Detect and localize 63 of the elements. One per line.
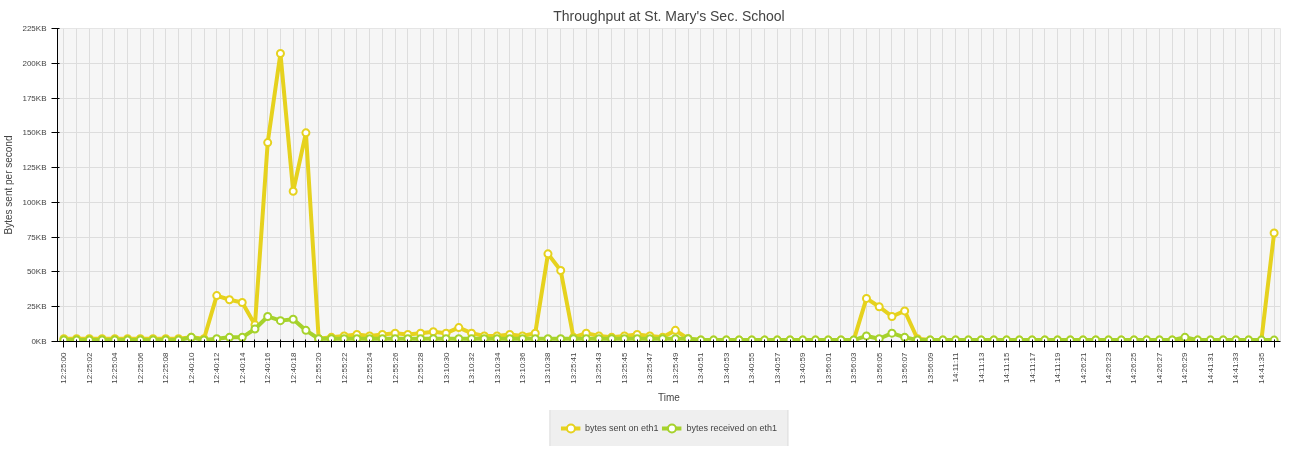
x-tick-label: 13:56:07 [900, 351, 910, 384]
x-tick-label: 14:11:11 [951, 351, 961, 383]
y-tick-label: 125KB [22, 163, 47, 173]
x-tick-label: 13:40:59 [798, 351, 808, 384]
x-tick-label: 14:26:25 [1129, 351, 1139, 384]
legend-label: bytes received on eth1 [686, 423, 778, 433]
x-tick-label: 13:56:01 [823, 351, 833, 384]
chart-title: Throughput at St. Mary's Sec. School [553, 7, 785, 24]
x-tick-label: 13:40:57 [772, 351, 782, 384]
x-tick-label: 13:10:36 [517, 351, 527, 384]
x-tick-label: 13:40:55 [747, 351, 757, 384]
x-tick-label: 13:25:49 [670, 351, 680, 384]
x-tick-label: 14:26:23 [1104, 351, 1114, 384]
x-tick-label: 12:25:04 [110, 351, 120, 384]
x-tick-label: 12:25:06 [135, 351, 145, 384]
x-tick-label: 14:41:33 [1231, 351, 1241, 384]
x-tick-label: 14:26:29 [1180, 351, 1190, 384]
y-tick-label: 100KB [22, 197, 47, 207]
legend-label: bytes sent on eth1 [584, 423, 659, 433]
x-tick-label: 13:10:38 [543, 351, 553, 384]
x-tick-label: 12:40:10 [186, 351, 196, 384]
x-tick-label: 13:40:53 [721, 351, 731, 384]
x-tick-label: 14:11:13 [976, 351, 986, 384]
x-tick-label: 14:11:19 [1053, 351, 1063, 384]
x-tick-label: 12:55:26 [390, 351, 400, 384]
x-tick-label: 13:10:34 [492, 351, 502, 384]
x-tick-label: 12:25:02 [84, 351, 94, 384]
x-tick-label: 13:56:03 [849, 351, 859, 384]
x-tick-label: 13:56:09 [925, 351, 935, 384]
x-tick-label: 13:10:30 [441, 351, 451, 384]
y-tick-label: 200KB [22, 58, 47, 68]
x-tick-label: 12:40:12 [212, 351, 222, 384]
y-tick-label: 175KB [22, 93, 47, 103]
x-tick-label: 14:41:31 [1205, 351, 1215, 384]
x-tick-label: 13:56:05 [874, 351, 884, 384]
y-tick-label: 50KB [26, 267, 47, 277]
x-tick-label: 14:11:15 [1002, 351, 1012, 384]
y-tick-label: 75KB [26, 232, 47, 242]
x-tick-label: 12:40:16 [263, 351, 273, 384]
x-tick-label: 14:11:17 [1027, 351, 1037, 384]
y-tick-label: 225KB [22, 24, 47, 33]
x-tick-label: 14:41:35 [1256, 351, 1266, 384]
x-tick-label: 12:40:18 [288, 351, 298, 384]
x-tick-label: 12:40:14 [237, 351, 247, 384]
x-tick-label: 13:25:45 [619, 351, 629, 384]
x-tick-label: 12:55:20 [314, 351, 324, 384]
y-tick-label: 25KB [26, 302, 47, 312]
y-axis-title: Bytes sent per second [3, 135, 15, 235]
x-tick-label: 12:55:22 [339, 351, 349, 384]
x-tick-label: 13:40:51 [696, 351, 706, 384]
x-tick-label: 12:55:28 [416, 351, 426, 384]
x-tick-label: 13:25:41 [568, 351, 578, 384]
x-tick-label: 12:55:24 [365, 351, 375, 384]
y-tick-label: 0KB [31, 337, 47, 346]
y-tick-label: 150KB [22, 128, 47, 138]
x-tick-label: 13:25:43 [594, 351, 604, 384]
x-tick-label: 14:26:21 [1078, 351, 1088, 384]
x-tick-label: 13:10:32 [467, 351, 477, 384]
x-tick-label: 14:26:27 [1154, 351, 1164, 384]
x-axis-title: Time [658, 391, 681, 403]
x-tick-label: 12:25:00 [59, 351, 69, 384]
x-tick-label: 12:25:08 [161, 351, 171, 384]
x-tick-label: 13:25:47 [645, 351, 655, 384]
